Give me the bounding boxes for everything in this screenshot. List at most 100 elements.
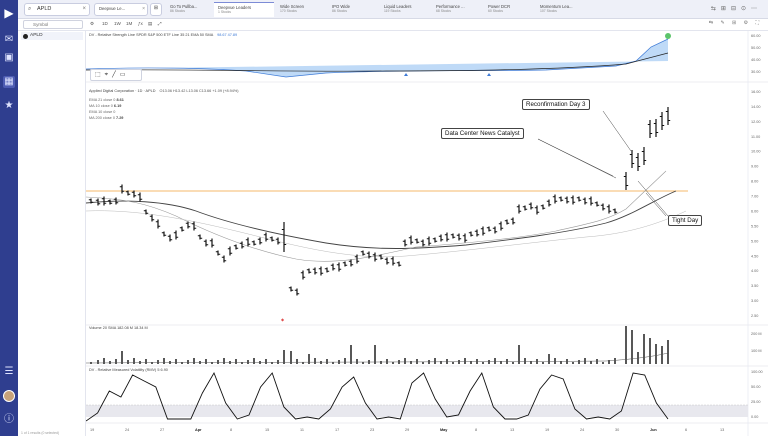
price-bar xyxy=(438,234,444,242)
ema-row[interactable]: EMA 10 close 0 xyxy=(89,109,124,115)
screen-icon[interactable]: ▣ xyxy=(4,52,14,63)
mail-icon[interactable]: ✉ xyxy=(4,34,14,45)
comment-tool-icon[interactable]: ▭ xyxy=(119,72,130,78)
search-tab-value: APLD xyxy=(37,6,52,12)
price-bar xyxy=(612,208,618,214)
price-bar xyxy=(179,226,185,232)
price-bar xyxy=(167,234,173,242)
price-tick-label: 2.50 xyxy=(751,314,758,318)
volume-label[interactable]: Volume 20 SMA 182.08 M 18.34 M xyxy=(89,326,148,330)
price-bar xyxy=(426,236,432,246)
rmv-band xyxy=(86,405,748,417)
callout-data-center-news[interactable]: Data Center News Catalyst xyxy=(441,128,524,139)
fullscreen-button[interactable]: ⤢ xyxy=(158,21,162,26)
window-controls[interactable]: ⇆⊞⊟⊙⋯ xyxy=(710,6,762,12)
app-logo-icon[interactable]: ▶ xyxy=(4,6,14,20)
price-bar xyxy=(528,202,534,210)
reconfirmation-leader-line xyxy=(602,110,632,152)
watchlist-item[interactable]: APLD xyxy=(21,32,83,40)
avatar[interactable] xyxy=(3,390,15,402)
price-bar xyxy=(137,192,143,202)
drawing-toolbar[interactable]: ⬚⌖╱▭ xyxy=(90,69,142,81)
price-bar xyxy=(239,241,245,249)
price-bar xyxy=(294,288,300,296)
price-bar xyxy=(336,262,342,272)
symbol-search-tab[interactable]: ⌕ APLD × xyxy=(24,3,90,16)
time-axis[interactable]: 19 24 27 Apr 8 15 11 17 23 29 May 8 13 19 24 30 Jun 6 13 xyxy=(90,428,724,432)
price-axis[interactable]: 16.00 14.00 12.00 11.00 10.00 9.00 8.00 7.00 6.0… xyxy=(751,34,763,419)
tab-count: 170 Stocks xyxy=(280,9,297,13)
ema-row[interactable]: EMA 21 close 0 8.61 xyxy=(89,97,124,103)
callout-reconfirmation-day[interactable]: Reconfirmation Day 3 xyxy=(522,99,590,110)
menu-icon[interactable]: ☰ xyxy=(4,366,14,377)
price-bar xyxy=(113,197,119,205)
crosshair-tool-icon[interactable]: ⌖ xyxy=(104,72,113,78)
rs-tick-label: 60.00 xyxy=(751,34,761,38)
symbol-input[interactable] xyxy=(23,20,83,29)
star-icon[interactable]: ★ xyxy=(4,100,14,111)
ema-row[interactable]: MA 200 close 0 7.29 xyxy=(89,115,124,121)
price-bar xyxy=(306,268,312,274)
price-bar xyxy=(462,233,468,243)
indicators-button[interactable]: ƒx xyxy=(138,21,143,26)
symbol-header[interactable]: Applied Digital Corporation · 1D · APLD … xyxy=(89,89,239,93)
tab-ipo-wide[interactable]: IPO Wide 86 Stocks xyxy=(328,2,378,17)
interval-1d-button[interactable]: 1D xyxy=(102,21,108,26)
tab-power-dcr[interactable]: Power DCR 60 Stocks xyxy=(484,2,534,17)
price-bar xyxy=(366,251,372,259)
price-tick-label: 3.00 xyxy=(751,299,758,303)
tab-count: 86 Stocks xyxy=(170,9,185,13)
price-bar xyxy=(558,196,564,202)
price-bar xyxy=(330,263,336,271)
tab-go-to-pullbacks[interactable]: Go To Pullba... 86 Stocks xyxy=(166,2,212,17)
tab-deepvue-le[interactable]: Deepvue Le... × xyxy=(94,3,148,16)
tab-deepvue-leaders[interactable]: Deepvue Leaders 1 Stocks xyxy=(214,2,274,17)
tab-momentum-leaders[interactable]: Momentum Lea... 107 Stocks xyxy=(536,2,590,17)
price-bar xyxy=(653,119,659,137)
tab-count: 107 Stocks xyxy=(540,9,557,13)
tab-count: 1 Stocks xyxy=(218,10,232,14)
time-tick-label: 27 xyxy=(160,428,164,432)
price-bar xyxy=(594,201,600,207)
rmv-label[interactable]: DV - Relative Measured Volatility (RMV) … xyxy=(89,368,168,372)
tab-wide-screen[interactable]: Wide Screen 170 Stocks xyxy=(276,2,326,17)
price-bar xyxy=(131,190,137,198)
price-bar xyxy=(492,226,498,234)
left-rail: ▶ ✉ ▣ ▦ ★ ☰ ⓘ xyxy=(0,0,18,436)
price-bar xyxy=(119,184,125,194)
price-bar xyxy=(588,196,594,206)
price-bar xyxy=(474,229,480,237)
line-tool-icon[interactable]: ╱ xyxy=(112,72,120,78)
rs-tick-label: 50.00 xyxy=(751,46,761,50)
select-tool-icon[interactable]: ⬚ xyxy=(95,72,105,78)
layout-button[interactable]: ▤ xyxy=(148,21,153,26)
rs-marker xyxy=(404,73,408,76)
price-bar xyxy=(288,286,294,292)
price-bar xyxy=(197,234,203,240)
chart-icon[interactable]: ▦ xyxy=(3,76,15,88)
ema-legend: EMA 21 close 0 8.61 MA 10 close 0 6.19 E… xyxy=(89,97,124,121)
new-tab-button[interactable]: ⊞ xyxy=(150,3,162,16)
close-icon[interactable]: × xyxy=(142,6,145,12)
close-icon[interactable]: × xyxy=(82,6,86,12)
price-bar xyxy=(432,237,438,243)
callout-tight-day[interactable]: Tight Day xyxy=(668,215,703,226)
chart-area[interactable]: 16.00 14.00 12.00 11.00 10.00 9.00 8.00 7.00 6.0… xyxy=(85,31,768,436)
price-bar xyxy=(600,203,606,211)
rs-indicator-label[interactable]: DV - Relative Strength Line SPDR S&P 500… xyxy=(89,33,237,37)
price-bar xyxy=(396,261,402,267)
interval-1m-button[interactable]: 1M xyxy=(126,21,133,26)
price-bar xyxy=(576,196,582,202)
ema-name: MA 200 close 0 xyxy=(89,116,115,120)
tab-liquid-leaders[interactable]: Liquid Leaders 119 Stocks xyxy=(380,2,430,17)
info-icon[interactable]: ⓘ xyxy=(4,414,14,425)
price-chart-svg[interactable]: 16.00 14.00 12.00 11.00 10.00 9.00 8.00 7.00 6.0… xyxy=(85,31,768,436)
toolbar-right-icons[interactable]: ⇆ ✎ ⊞ ⚙ ⛶ xyxy=(708,20,762,26)
interval-1w-button[interactable]: 1W xyxy=(114,21,121,26)
settings-icon[interactable]: ⚙ xyxy=(90,21,95,26)
earnings-marker[interactable]: ◆ xyxy=(281,317,285,322)
tab-performance[interactable]: Performance ... 68 Stocks xyxy=(432,2,482,17)
ema-row[interactable]: MA 10 close 0 6.19 xyxy=(89,103,124,109)
tab-count: 68 Stocks xyxy=(436,9,451,13)
rs-tick-label: 40.00 xyxy=(751,58,761,62)
